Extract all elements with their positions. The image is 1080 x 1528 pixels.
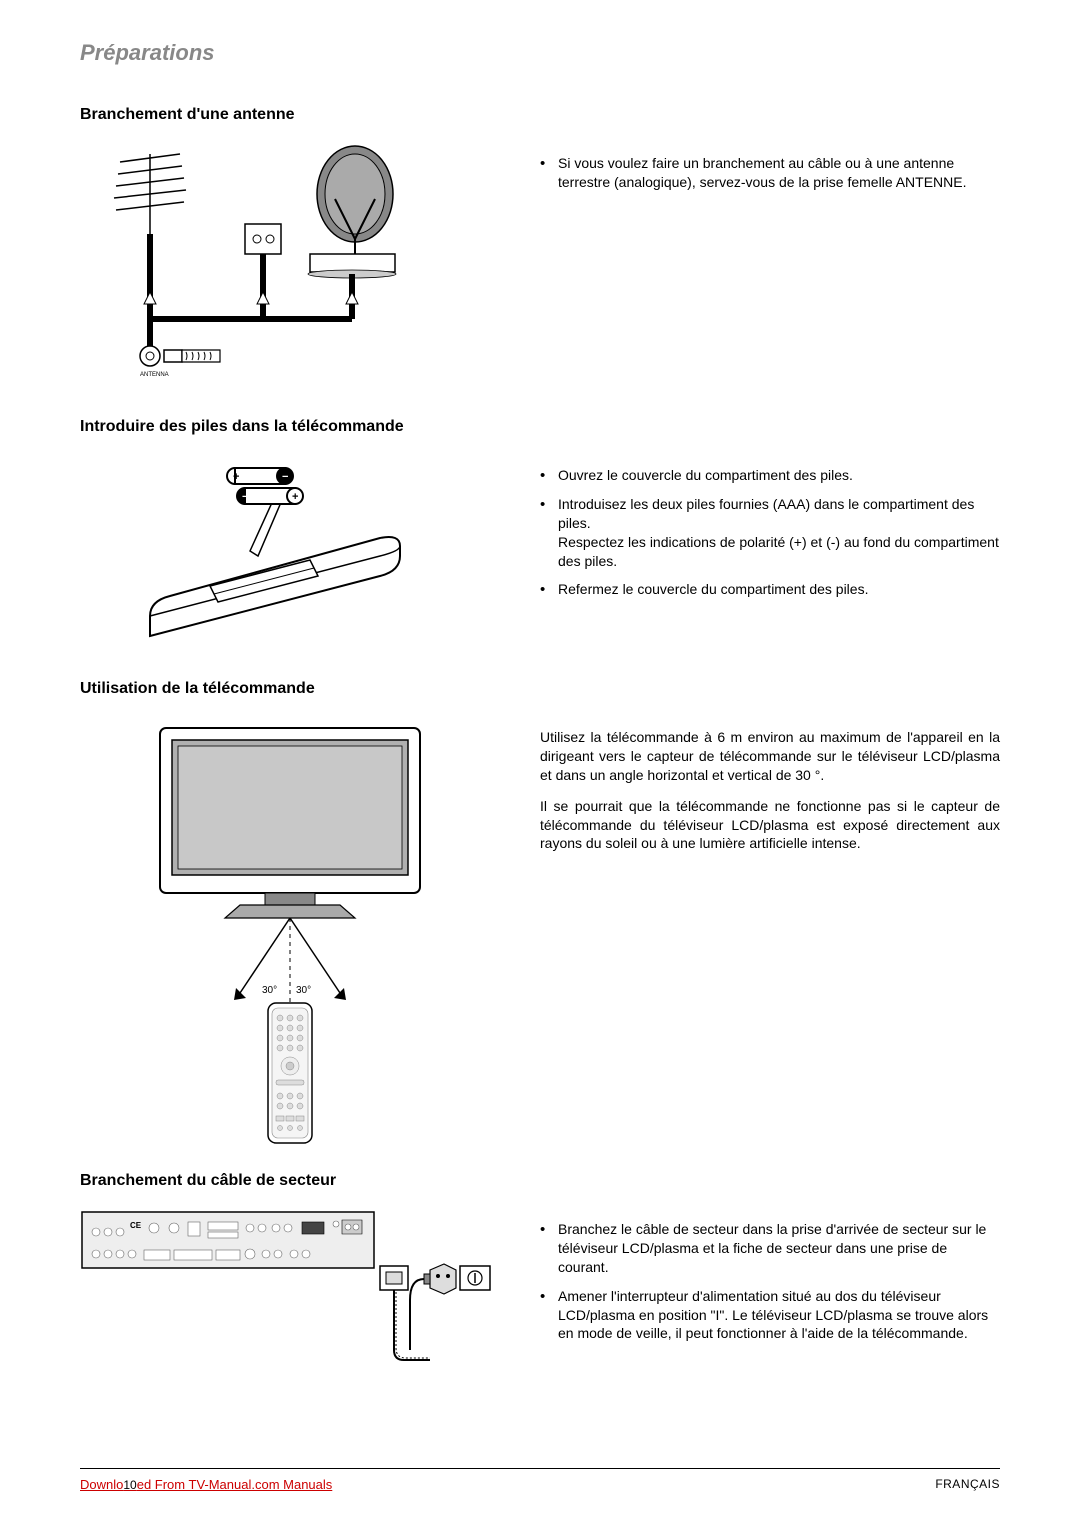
section3-heading: Utilisation de la télécommande (80, 680, 1000, 698)
section2-bullet2-sub: Respectez les indications de polarité (+… (558, 534, 999, 569)
section4-row: CE (80, 1210, 1000, 1375)
power-diagram: CE (80, 1210, 500, 1375)
svg-text:−: − (282, 471, 288, 483)
antenna-diagram: ANTENNA (80, 144, 500, 394)
footer-left-post: ed From TV-Manual.com Manuals (137, 1477, 333, 1492)
footer-language: FRANÇAIS (935, 1477, 1000, 1492)
section4-bullet2: Amener l'interrupteur d'alimentation sit… (540, 1287, 1000, 1344)
battery-diagram-svg: + − − + (140, 456, 420, 656)
section4-bullet1: Branchez le câble de secteur dans la pri… (540, 1220, 1000, 1277)
angle-right-label: 30° (296, 985, 311, 996)
section2-text: Ouvrez le couvercle du compartiment des … (540, 456, 1000, 656)
svg-text:CE: CE (130, 1221, 142, 1230)
antenna-diagram-svg: ANTENNA (80, 144, 420, 394)
footer-download-link[interactable]: Downlo10ed From TV-Manual.com Manuals (80, 1477, 332, 1492)
remote-diagram: 30° 30° (80, 718, 500, 1148)
section1-text: Si vous voulez faire un branchement au c… (540, 144, 1000, 394)
section3-para2: Il se pourrait que la télécommande ne fo… (540, 797, 1000, 854)
footer-page-number: 10 (123, 1478, 136, 1492)
section3-para1: Utilisez la télécommande à 6 m environ a… (540, 728, 1000, 785)
section2-bullet1: Ouvrez le couvercle du compartiment des … (540, 466, 1000, 485)
antenna-socket-label: ANTENNA (140, 372, 169, 378)
section2-bullet2-main: Introduisez les deux piles fournies (AAA… (558, 496, 974, 531)
svg-text:+: + (233, 471, 239, 483)
section4-text: Branchez le câble de secteur dans la pri… (540, 1210, 1000, 1375)
power-diagram-svg: CE (80, 1210, 500, 1375)
section3-row: 30° 30° Utilisez la télécommande à 6 m (80, 718, 1000, 1148)
svg-text:−: − (242, 491, 248, 503)
section1-bullet: Si vous voulez faire un branchement au c… (540, 154, 1000, 192)
section1-heading: Branchement d'une antenne (80, 106, 1000, 124)
section4-heading: Branchement du câble de secteur (80, 1172, 1000, 1190)
section2-bullet2: Introduisez les deux piles fournies (AAA… (540, 495, 1000, 571)
svg-text:+: + (292, 491, 298, 503)
battery-diagram: + − − + (80, 456, 500, 656)
section3-text: Utilisez la télécommande à 6 m environ a… (540, 718, 1000, 1148)
page-title: Préparations (80, 40, 1000, 66)
section2-row: + − − + Ouvrez le couvercle du compartim… (80, 456, 1000, 656)
angle-left-label: 30° (262, 985, 277, 996)
section1-row: ANTENNA Si vous voulez faire un branchem… (80, 144, 1000, 394)
page-footer: Downlo10ed From TV-Manual.com Manuals FR… (80, 1468, 1000, 1492)
section2-heading: Introduire des piles dans la télécommand… (80, 418, 1000, 436)
section2-bullet3: Refermez le couvercle du compartiment de… (540, 580, 1000, 599)
remote-diagram-svg: 30° 30° (130, 718, 450, 1148)
footer-left-pre: Downlo (80, 1477, 123, 1492)
